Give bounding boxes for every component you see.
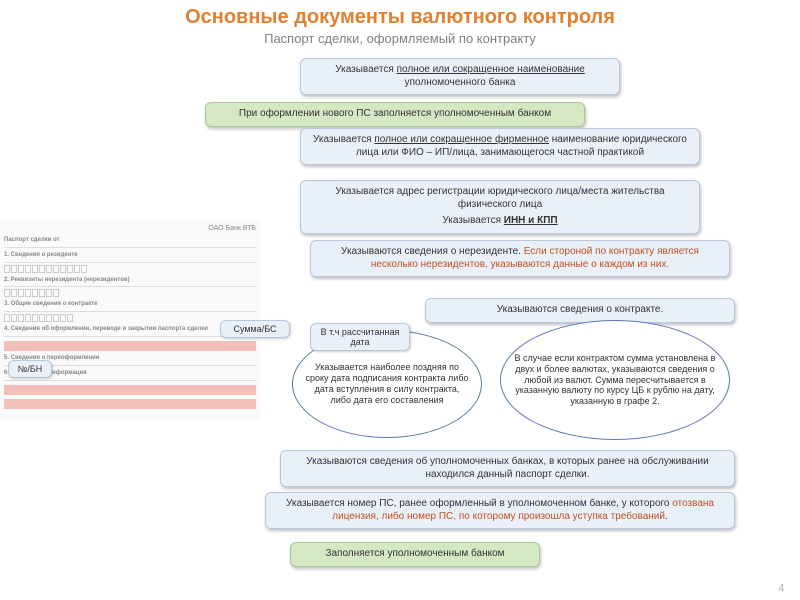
form-cells-row xyxy=(4,314,256,322)
passport-form-background: ОАО Банк ВТБ Паспорт сделки от 1. Сведен… xyxy=(0,220,260,420)
callout-contract-info: Указываются сведения о контракте. xyxy=(425,298,735,323)
callout-address-inn: Указывается адрес регистрации юридическо… xyxy=(300,180,700,234)
label-num-bn: №/БН xyxy=(8,360,52,378)
title-text: Основные документы валютного контроля xyxy=(185,6,615,28)
form-section-nonresident: 2. Реквизиты нерезидента (нерезидентов) xyxy=(4,277,256,288)
form-cells-row xyxy=(4,289,256,297)
form-bank-name: ОАО Банк ВТБ xyxy=(4,224,256,233)
callout-company-name: Указывается полное или сокращенное фирме… xyxy=(300,128,700,165)
page-title: Основные документы валютного контроля xyxy=(0,0,800,29)
form-section-registration: 4. Сведения об оформлении, переводе и за… xyxy=(4,326,256,337)
form-section-contract: 3. Общие сведения о контракте xyxy=(4,301,256,312)
callout-filled-by-bank: Заполняется уполномоченным банком xyxy=(290,542,540,567)
form-highlight-row xyxy=(4,341,256,351)
label-calc-date: В т.ч рассчитанная дата xyxy=(310,323,410,351)
page-number: 4 xyxy=(778,583,784,594)
page-subtitle: Паспорт сделки, оформляемый по контракту xyxy=(0,29,800,50)
callout-bank-name: Указывается полное или сокращенное наиме… xyxy=(300,58,620,95)
form-section-passport: Паспорт сделки от xyxy=(4,237,256,248)
callout-new-ps: При оформлении нового ПС заполняется упо… xyxy=(205,102,585,127)
oval-currency-info: В случае если контрактом сумма установле… xyxy=(500,320,730,440)
callout-ps-number: Указывается номер ПС, ранее оформленный … xyxy=(265,492,735,529)
label-sum-bs: Сумма/БС xyxy=(220,320,290,338)
form-highlight-row xyxy=(4,385,256,395)
form-cells-row xyxy=(4,265,256,273)
form-highlight-row xyxy=(4,399,256,409)
callout-authorized-banks: Указываются сведения об уполномоченных б… xyxy=(280,450,735,487)
form-section-resident: 1. Сведения о резиденте xyxy=(4,252,256,263)
callout-nonresident-info: Указываются сведения о нерезиденте. Если… xyxy=(310,240,730,277)
